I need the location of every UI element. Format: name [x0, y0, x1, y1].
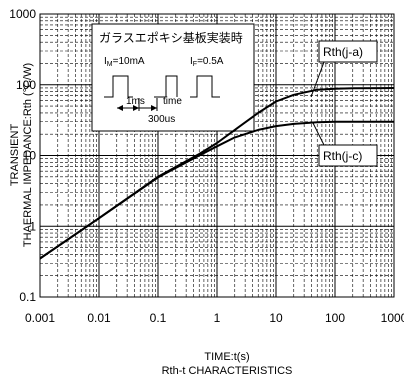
- inset-arrowhead-left: [117, 105, 123, 111]
- inset-im-label: IM=10mA: [104, 56, 145, 68]
- inset-pulse-1: [104, 75, 133, 98]
- x-tick-label: 0.01: [87, 311, 111, 325]
- legend-rth-jc-box: [318, 144, 378, 167]
- legend-rth-ja-label: Rth(j-a): [323, 45, 363, 59]
- inset-arrowhead-right: [151, 105, 157, 111]
- chart-caption: Rth-t CHARACTERISTICS: [162, 365, 293, 377]
- inset-time-label: time: [163, 96, 182, 107]
- y-tick-label: 1000: [9, 7, 36, 21]
- series-line-rth-jc: [39, 120, 394, 260]
- y-tick-label: 10: [23, 149, 37, 163]
- series-lines: [39, 87, 395, 260]
- inset-pulse-3: [190, 75, 220, 98]
- x-tick-label: 10: [269, 311, 283, 325]
- inset-300us-label: 300us: [148, 114, 175, 125]
- x-tick-label: 1: [214, 311, 221, 325]
- inset-pulse-2: [154, 75, 178, 98]
- legend-rth-ja-leader: [310, 61, 325, 98]
- x-tick-label: 0.001: [25, 311, 55, 325]
- x-tick-label: 1000: [381, 311, 404, 325]
- legend-rth-jc-leader: [312, 122, 325, 146]
- y-axis-label-line1: TRANSIENT: [9, 124, 21, 187]
- x-tick-label: 100: [325, 311, 345, 325]
- y-tick-label: 100: [16, 78, 36, 92]
- y-tick-label: 0.1: [19, 290, 36, 304]
- inset-frame: [91, 23, 255, 132]
- x-tick-label: 0.1: [150, 311, 167, 325]
- inset-title: ガラスエポキシ基板実装時: [99, 30, 243, 45]
- y-axis-label-line2: THAERMAL IMPEDANCE:Rth (°C/W): [22, 63, 34, 247]
- y-tick-label: 1: [29, 219, 36, 233]
- x-axis-label: TIME:t(s): [204, 351, 249, 363]
- inset-box: ガラスエポキシ基板実装時 IM=10mA IF=0.5A 1ms time 30…: [91, 23, 255, 132]
- inset-if-label: IF=0.5A: [190, 56, 224, 68]
- legend-rth-jc: Rth(j-c): [312, 122, 378, 167]
- inset-arrowhead-mid: [133, 105, 139, 111]
- legend-rth-ja-box: [318, 40, 378, 63]
- legend-rth-ja: Rth(j-a): [310, 40, 378, 98]
- plot-frame: [39, 13, 395, 298]
- legend-rth-jc-label: Rth(j-c): [323, 149, 362, 163]
- tick-labels: 0.001 0.01 0.1 1 10 100 1000 0.1 1 10 100 1000: [9, 7, 404, 325]
- inset-1ms-label: 1ms: [126, 96, 145, 107]
